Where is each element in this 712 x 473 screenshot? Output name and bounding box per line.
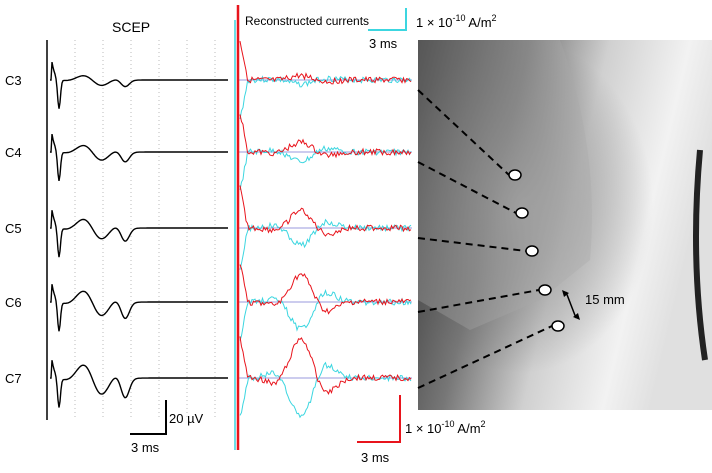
scep-trace-C7 — [50, 360, 228, 408]
level-connector-lines — [417, 89, 553, 389]
electrode-marker-C4 — [515, 207, 529, 219]
scep-trace-C5 — [50, 210, 228, 258]
cyan-current-trace-C7 — [239, 361, 412, 419]
bottom-scale-time: 3 ms — [361, 450, 390, 465]
distance-label: 15 mm — [585, 292, 625, 307]
scep-scale-bar: 20 µV 3 ms — [130, 400, 204, 455]
scep-grid — [46, 40, 216, 420]
scep-traces — [49, 61, 228, 408]
red-current-trace-C5 — [239, 185, 412, 237]
bottom-scale-amplitude: 1 × 10-10 A/m2 — [405, 419, 486, 436]
scep-scale-time: 3 ms — [131, 440, 160, 455]
xray-image — [418, 40, 712, 410]
cyan-current-trace-C4 — [239, 145, 412, 190]
level-labels: C3 C4 C5 C6 C7 — [5, 73, 22, 386]
top-scale-time: 3 ms — [369, 36, 398, 51]
scep-title: SCEP — [112, 19, 150, 35]
level-label-C5: C5 — [5, 221, 22, 236]
bottom-current-scale-bar: 3 ms 1 × 10-10 A/m2 — [357, 395, 486, 465]
connector-line-C7 — [417, 325, 553, 389]
cyan-current-trace-C5 — [239, 218, 412, 270]
top-scale-amplitude: 1 × 10-10 A/m2 — [416, 13, 497, 30]
current-traces — [234, 5, 412, 450]
scep-scale-amplitude: 20 µV — [169, 411, 204, 426]
red-current-trace-C3 — [239, 41, 412, 85]
cyan-current-trace-C3 — [239, 75, 412, 120]
connector-line-C5 — [417, 237, 527, 252]
currents-title: Reconstructed currents — [245, 14, 369, 28]
distance-indicator: 15 mm — [562, 290, 625, 320]
level-label-C4: C4 — [5, 145, 22, 160]
red-current-trace-C4 — [239, 114, 412, 159]
electrode-marker-C3 — [508, 169, 522, 181]
red-current-trace-C6 — [239, 264, 412, 315]
connector-line-C4 — [417, 161, 517, 214]
connector-line-C6 — [417, 289, 540, 313]
connector-line-C3 — [417, 89, 510, 176]
level-label-C6: C6 — [5, 295, 22, 310]
scep-trace-C4 — [49, 133, 228, 182]
electrode-marker-C7 — [551, 320, 565, 332]
scep-trace-C6 — [50, 284, 228, 332]
electrode-markers — [508, 169, 565, 332]
cyan-current-trace-C6 — [239, 289, 412, 341]
top-current-scale-bar: 3 ms 1 × 10-10 A/m2 — [368, 8, 497, 51]
red-current-trace-C7 — [239, 336, 412, 395]
electrode-marker-C6 — [538, 284, 552, 296]
level-label-C7: C7 — [5, 371, 22, 386]
level-label-C3: C3 — [5, 73, 22, 88]
electrode-marker-C5 — [525, 245, 539, 257]
scep-trace-C3 — [50, 61, 228, 109]
